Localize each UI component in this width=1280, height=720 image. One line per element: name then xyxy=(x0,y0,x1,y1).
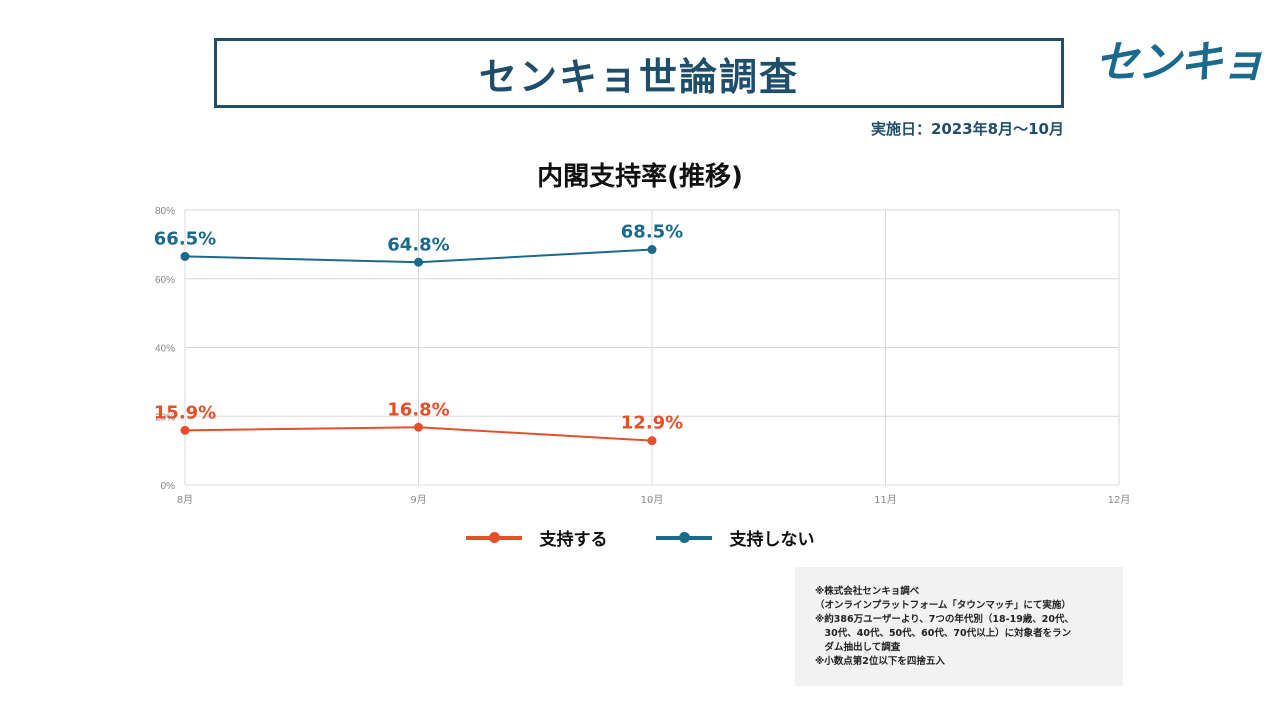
y-tick-label: 0% xyxy=(161,481,176,492)
data-label: 15.9% xyxy=(154,402,216,423)
y-tick-label: 60% xyxy=(155,275,175,286)
survey-date: 実施日：2023年8月～10月 xyxy=(870,120,1064,138)
x-tick-label: 10月 xyxy=(641,494,664,506)
data-label: 12.9% xyxy=(621,413,683,434)
page-title: センキョ世論調査 xyxy=(478,54,799,99)
data-point xyxy=(647,436,657,446)
data-label: 16.8% xyxy=(387,399,449,420)
survey-notes: ※株式会社センキョ調べ （オンラインプラットフォーム「タウンマッチ」にて実施） … xyxy=(795,567,1123,686)
legend-item-oppose: 支持しない xyxy=(655,525,815,550)
y-tick-label: 40% xyxy=(155,344,175,355)
y-tick-label: 20% xyxy=(155,412,175,423)
data-label: 64.8% xyxy=(387,234,449,255)
data-point xyxy=(414,257,423,267)
note-line: ダム抽出して調査 xyxy=(815,642,901,653)
y-tick-label: 80% xyxy=(155,206,175,217)
note-line: （オンラインプラットフォーム「タウンマッチ」にて実施） xyxy=(815,600,1071,611)
note-line: ※株式会社センキョ調べ xyxy=(815,586,920,597)
data-point xyxy=(414,422,423,432)
legend-swatch-support xyxy=(465,531,522,543)
data-label: 68.5% xyxy=(621,222,683,243)
data-point xyxy=(647,245,657,255)
legend-label-support: 支持する xyxy=(539,530,608,550)
legend-swatch-oppose xyxy=(655,531,712,543)
note-line: ※約386万ユーザーより、7つの年代別（18-19歳、20代、 xyxy=(815,614,1075,625)
legend-item-support: 支持する xyxy=(465,525,608,550)
chart-title: 内閣支持率(推移) xyxy=(537,162,743,192)
note-line: ※小数点第2位以下を四捨五入 xyxy=(815,656,945,667)
page-title-box: センキョ世論調査 xyxy=(214,38,1064,108)
data-point xyxy=(180,425,190,435)
x-tick-label: 12月 xyxy=(1108,494,1131,506)
x-tick-label: 8月 xyxy=(177,494,193,506)
chart-legend: 支持する 支持しない xyxy=(0,525,1280,550)
data-point xyxy=(180,251,190,261)
note-line: 30代、40代、50代、60代、70代以上）に対象者をラン xyxy=(815,628,1072,639)
brand-logo: センキョ xyxy=(1095,37,1265,88)
data-label: 66.5% xyxy=(154,228,216,249)
x-tick-label: 11月 xyxy=(874,494,897,506)
x-tick-label: 9月 xyxy=(410,494,426,506)
legend-label-oppose: 支持しない xyxy=(729,530,815,550)
